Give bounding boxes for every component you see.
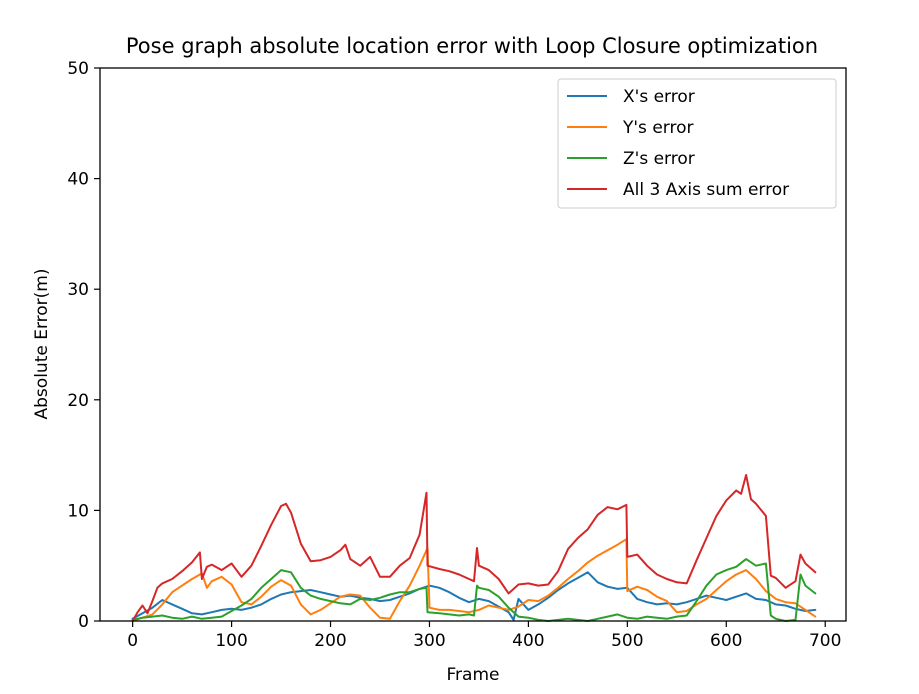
x-tick-label: 600 (710, 631, 742, 651)
y-tick-label: 50 (67, 59, 89, 79)
legend: X's error Y's error Z's error All 3 Axis su… (557, 78, 837, 209)
legend-label-2: Y's error (622, 118, 693, 138)
legend-frame (557, 78, 837, 209)
x-tick-label: 700 (809, 631, 841, 651)
y-axis: 0 10 20 30 40 50 (67, 59, 100, 632)
series-line-1 (131, 571, 817, 621)
x-tick-label: 500 (611, 631, 643, 651)
series-line-2 (131, 538, 817, 622)
x-tick-label: 100 (215, 631, 247, 651)
x-axis: 0 100 200 300 400 500 600 700 (127, 621, 841, 651)
plot-frame (99, 67, 847, 622)
y-tick-label: 30 (67, 280, 89, 300)
y-tick-label: 10 (67, 501, 89, 521)
legend-label-4: All 3 Axis sum error (623, 180, 789, 200)
y-tick-label: 40 (67, 170, 89, 190)
x-tick-label: 0 (127, 631, 138, 651)
x-tick-label: 300 (413, 631, 445, 651)
x-axis-label: Frame (447, 665, 500, 685)
y-tick-label: 20 (67, 391, 89, 411)
series-line-4 (131, 474, 817, 622)
chart-title: Pose graph absolute location error with … (126, 34, 818, 58)
series-layer (131, 474, 817, 622)
y-axis-label: Absolute Error(m) (32, 269, 52, 420)
x-tick-label: 400 (512, 631, 544, 651)
x-tick-label: 200 (314, 631, 346, 651)
series-line-3 (131, 558, 817, 622)
legend-label-3: Z's error (623, 149, 695, 169)
y-tick-label: 0 (78, 612, 89, 632)
legend-label-1: X's error (623, 87, 695, 107)
